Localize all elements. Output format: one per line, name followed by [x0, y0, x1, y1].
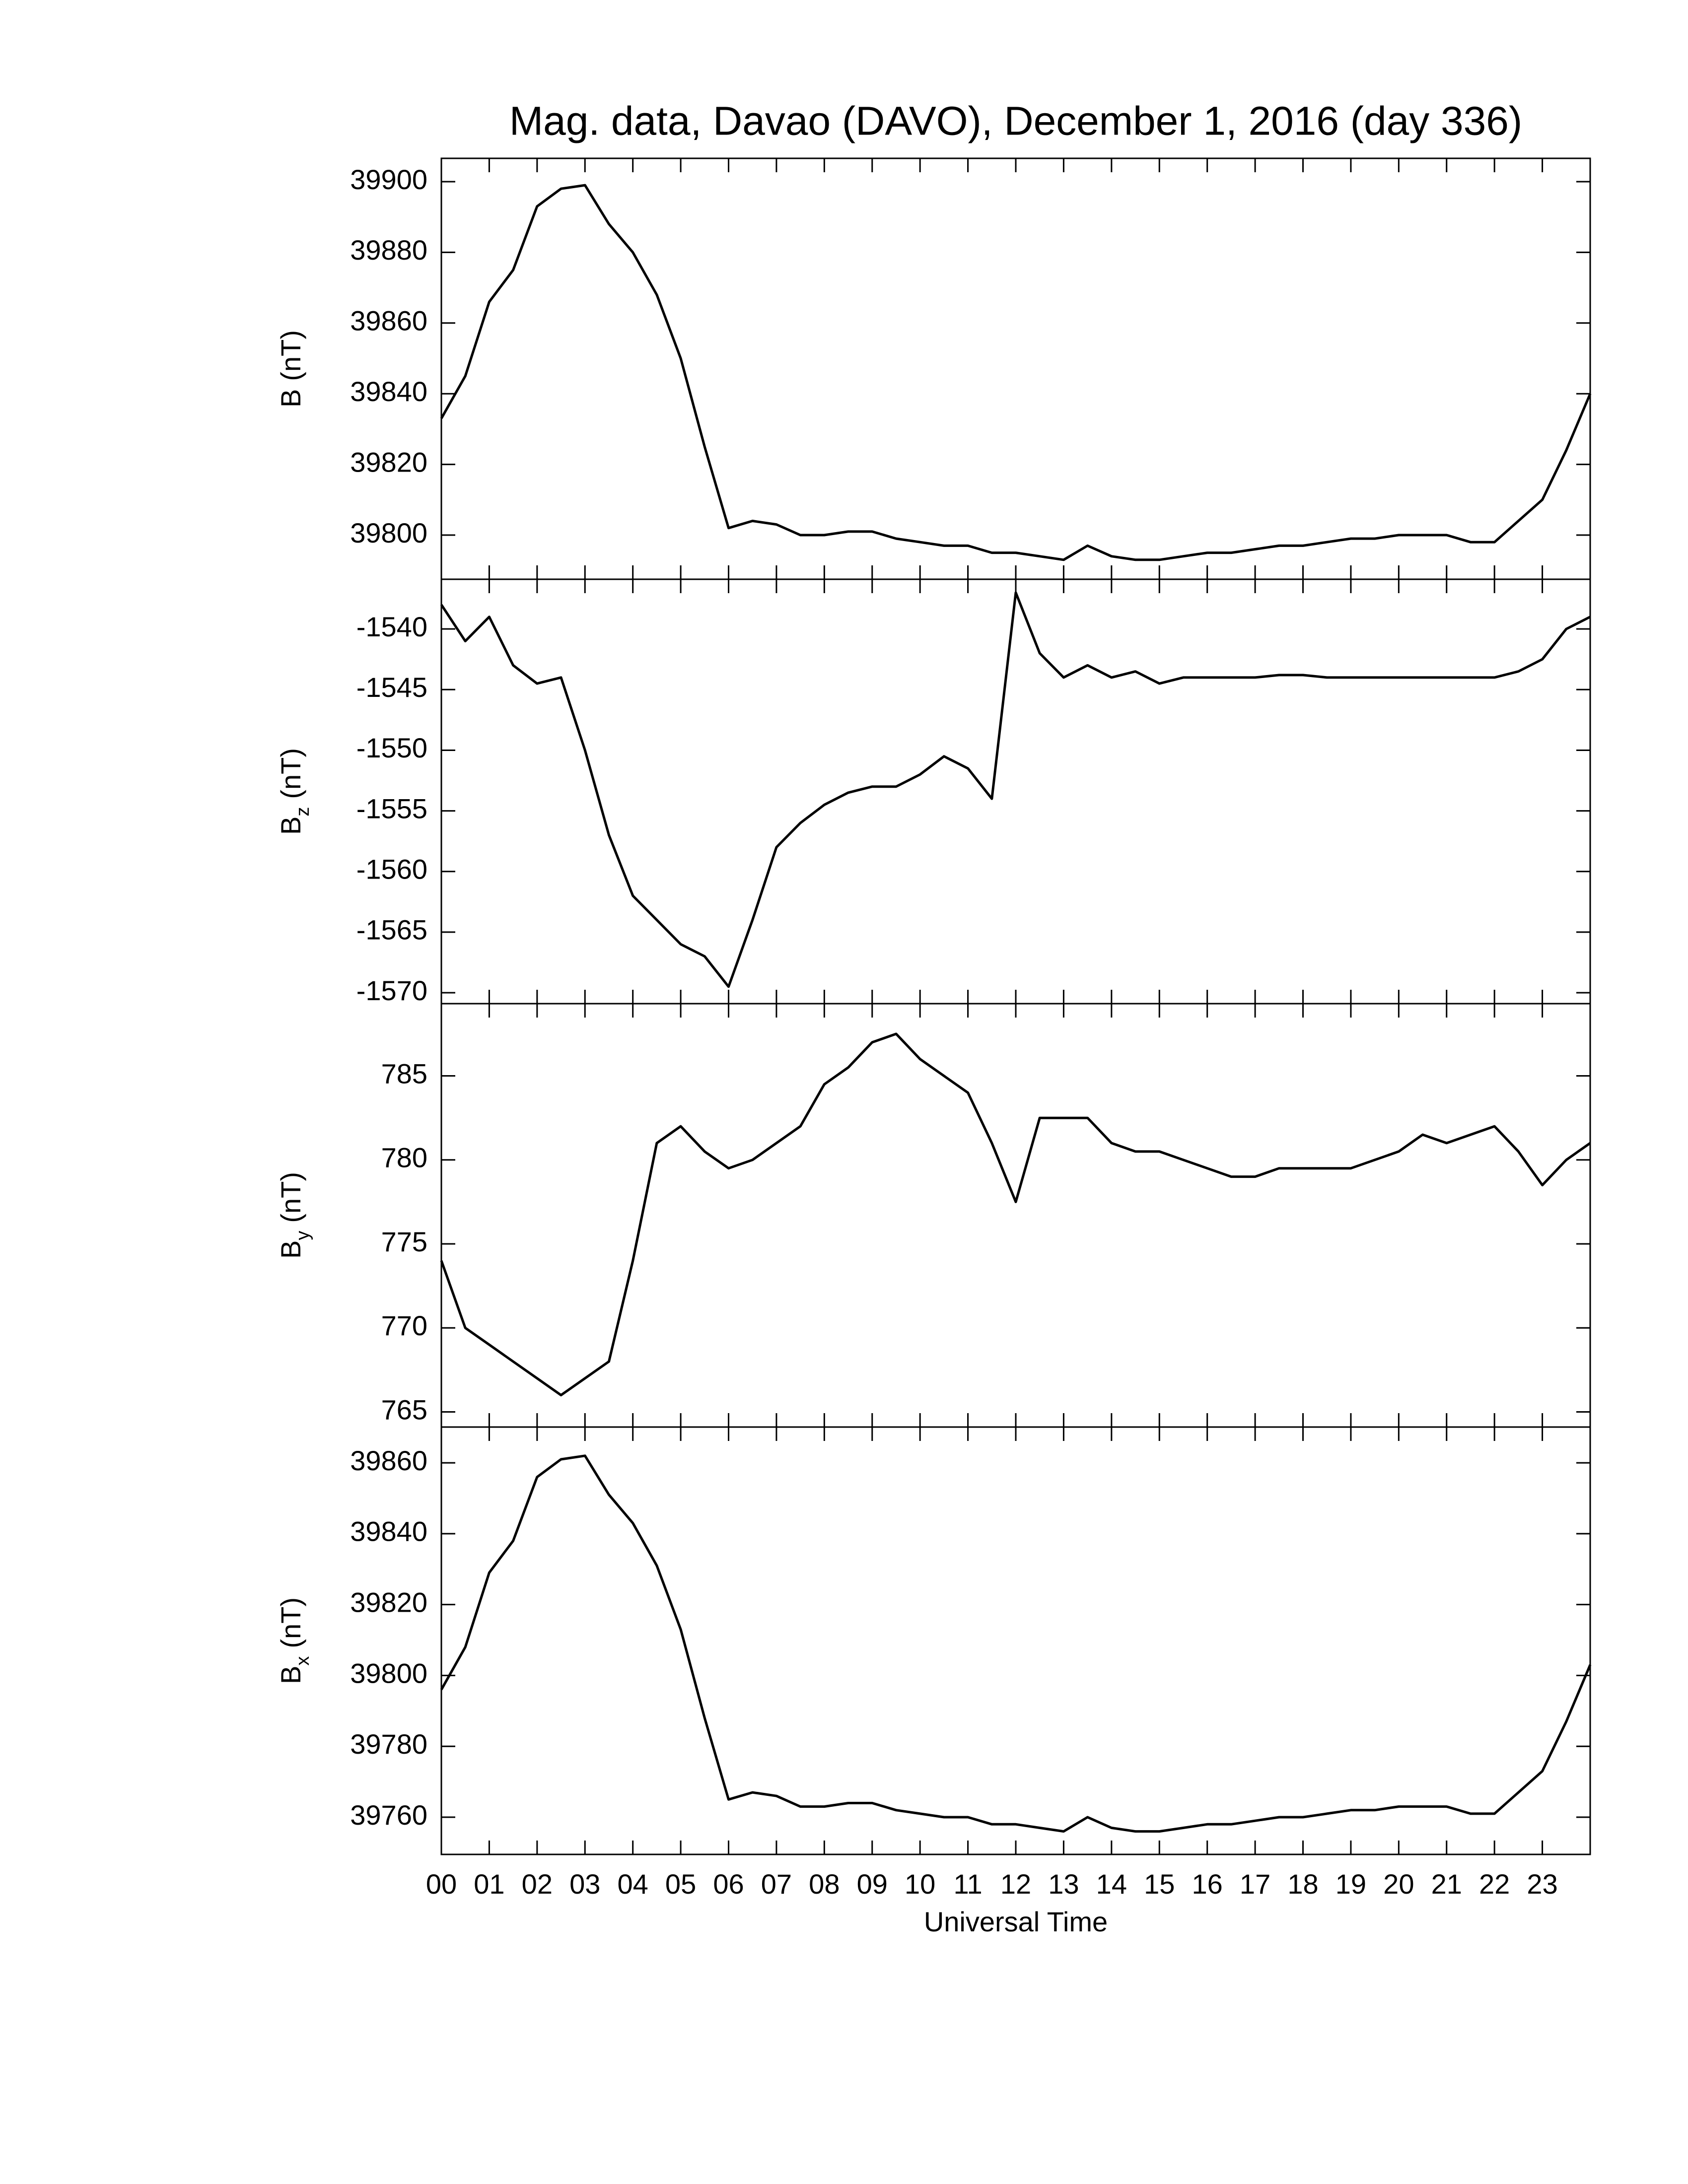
x-tick-label: 04 [618, 1868, 648, 1900]
y-tick-label: 785 [381, 1058, 427, 1089]
x-tick-label: 18 [1287, 1868, 1318, 1900]
y-label-base: B [275, 1240, 306, 1259]
x-tick-label: 11 [954, 1868, 983, 1900]
x-tick-label: 17 [1240, 1868, 1270, 1900]
y-tick-label: -1560 [356, 854, 427, 885]
x-tick-label: 00 [426, 1868, 457, 1900]
y-tick-label: -1565 [356, 914, 427, 946]
x-tick-label: 22 [1479, 1868, 1510, 1900]
y-tick-label: -1555 [356, 793, 427, 824]
x-tick-label: 14 [1096, 1868, 1127, 1900]
y-axis-label: By (nT) [275, 1172, 313, 1259]
y-tick-label: 775 [381, 1226, 427, 1257]
plot-frame [440, 578, 1591, 1005]
plot-frame [440, 1426, 1591, 1855]
y-tick-label: -1540 [356, 611, 427, 642]
y-label-base: B [275, 817, 306, 835]
x-tick-label: 20 [1383, 1868, 1414, 1900]
y-tick-label: 39780 [350, 1728, 427, 1760]
y-label-unit: (nT) [275, 1172, 306, 1223]
x-tick-label: 09 [857, 1868, 888, 1900]
y-label-unit: (nT) [275, 1597, 306, 1648]
y-tick-label: 765 [381, 1394, 427, 1425]
y-axis-label: Bx (nT) [275, 1597, 313, 1684]
y-label-sub: z [292, 807, 313, 817]
y-tick-label: 39800 [350, 1657, 427, 1689]
data-line [440, 1032, 1591, 1397]
chart-title: Mag. data, Davao (DAVO), December 1, 201… [509, 99, 1522, 144]
y-tick-label: 39840 [350, 376, 427, 407]
x-tick-label: 10 [905, 1868, 935, 1900]
data-line [440, 591, 1591, 988]
x-tick-label: 03 [569, 1868, 600, 1900]
y-axis-label: B (nT) [275, 330, 306, 408]
y-tick-label: 39820 [350, 446, 427, 478]
x-tick-label: 08 [809, 1868, 840, 1900]
y-label-unit: (nT) [275, 330, 306, 381]
y-tick-label: -1550 [356, 732, 427, 763]
y-tick-label: -1545 [356, 672, 427, 703]
y-tick-label: 39820 [350, 1586, 427, 1618]
x-axis-label: Universal Time [924, 1906, 1108, 1937]
x-tick-label: 13 [1048, 1868, 1079, 1900]
y-axis-label: Bz (nT) [275, 748, 313, 835]
y-label-unit: (nT) [275, 748, 306, 799]
y-tick-label: -1570 [356, 975, 427, 1006]
x-tick-label: 02 [522, 1868, 553, 1900]
x-tick-label: 01 [474, 1868, 504, 1900]
y-tick-label: 39800 [350, 517, 427, 548]
y-label-base: B [275, 1666, 306, 1684]
y-label-sub: y [292, 1231, 313, 1240]
x-tick-label: 06 [713, 1868, 744, 1900]
y-tick-label: 780 [381, 1142, 427, 1173]
data-line [440, 1454, 1592, 1833]
plot-frame [440, 157, 1591, 580]
y-tick-label: 39860 [350, 1445, 427, 1476]
y-label-sub: x [292, 1656, 313, 1666]
plot-frame [440, 1003, 1591, 1428]
y-tick-label: 39900 [350, 164, 427, 195]
y-tick-label: 39880 [350, 234, 427, 266]
y-tick-label: 39860 [350, 305, 427, 337]
x-tick-label: 15 [1144, 1868, 1175, 1900]
y-tick-label: 39760 [350, 1799, 427, 1831]
x-tick-label: 12 [1000, 1868, 1031, 1900]
x-tick-label: 05 [665, 1868, 696, 1900]
x-tick-label: 07 [761, 1868, 792, 1900]
y-label-base: B [275, 389, 306, 408]
x-tick-label: 16 [1192, 1868, 1223, 1900]
y-tick-label: 39840 [350, 1516, 427, 1547]
x-tick-label: 19 [1336, 1868, 1366, 1900]
data-line [440, 184, 1592, 561]
x-tick-label: 23 [1527, 1868, 1557, 1900]
x-tick-label: 21 [1431, 1868, 1462, 1900]
y-tick-label: 770 [381, 1310, 427, 1341]
